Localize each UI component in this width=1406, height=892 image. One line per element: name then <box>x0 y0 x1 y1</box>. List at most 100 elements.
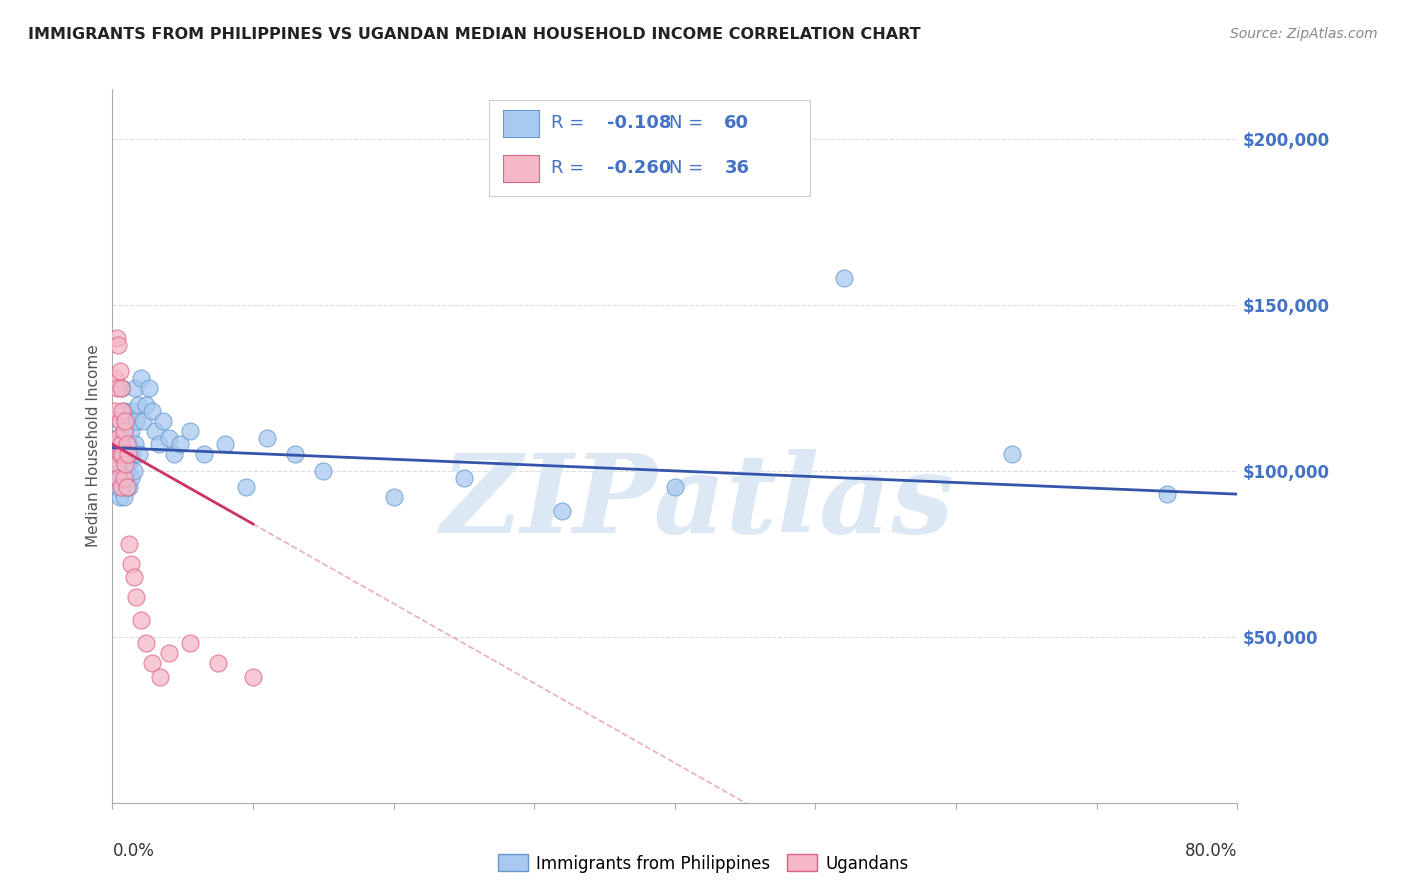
Point <box>103 437 125 451</box>
Point <box>163 447 186 461</box>
Point <box>135 636 157 650</box>
Text: -0.260: -0.260 <box>607 160 672 178</box>
Point <box>112 491 135 505</box>
Point <box>112 470 135 484</box>
Point <box>235 481 257 495</box>
Point <box>111 431 134 445</box>
Point <box>111 404 134 418</box>
Point <box>125 590 148 604</box>
FancyBboxPatch shape <box>489 100 810 196</box>
Point <box>114 470 136 484</box>
Point <box>108 464 131 478</box>
Point <box>242 670 264 684</box>
Point <box>112 447 135 461</box>
Point <box>104 447 127 461</box>
Point <box>110 437 132 451</box>
Point <box>284 447 307 461</box>
Point <box>157 647 180 661</box>
Point <box>141 657 163 671</box>
Text: N =: N = <box>669 160 709 178</box>
Point <box>115 437 138 451</box>
Point <box>118 437 141 451</box>
Point <box>107 481 129 495</box>
Point <box>112 424 135 438</box>
Point <box>1001 447 1024 461</box>
Point <box>107 437 129 451</box>
Point <box>105 331 128 345</box>
Point <box>117 457 139 471</box>
Point <box>108 364 131 378</box>
Text: R =: R = <box>551 160 591 178</box>
Point <box>551 504 574 518</box>
Text: 60: 60 <box>724 114 749 132</box>
Point <box>122 570 145 584</box>
Point <box>832 271 855 285</box>
FancyBboxPatch shape <box>503 110 538 137</box>
Point <box>135 397 157 411</box>
Point <box>115 437 138 451</box>
Point <box>129 613 152 627</box>
Point <box>108 414 131 428</box>
Point <box>121 447 143 461</box>
Point <box>124 437 146 451</box>
Point <box>124 381 146 395</box>
Text: ZIPatlas: ZIPatlas <box>440 450 955 557</box>
Point <box>111 447 134 461</box>
Text: -0.108: -0.108 <box>607 114 672 132</box>
Point <box>110 447 132 461</box>
Point <box>453 470 475 484</box>
Y-axis label: Median Household Income: Median Household Income <box>86 344 101 548</box>
Point <box>105 470 128 484</box>
Point <box>110 381 132 395</box>
Point <box>105 381 128 395</box>
Point <box>115 481 138 495</box>
Point <box>117 414 139 428</box>
Text: R =: R = <box>551 114 591 132</box>
Point <box>110 470 132 484</box>
Point <box>179 636 201 650</box>
Point <box>118 481 141 495</box>
Text: 0.0%: 0.0% <box>112 842 155 860</box>
Point <box>382 491 405 505</box>
Point <box>110 481 132 495</box>
Point <box>118 537 141 551</box>
Point <box>107 470 129 484</box>
Point <box>114 414 136 428</box>
Point <box>169 437 191 451</box>
Text: N =: N = <box>669 114 709 132</box>
Point <box>115 464 138 478</box>
Text: IMMIGRANTS FROM PHILIPPINES VS UGANDAN MEDIAN HOUSEHOLD INCOME CORRELATION CHART: IMMIGRANTS FROM PHILIPPINES VS UGANDAN M… <box>28 27 921 42</box>
FancyBboxPatch shape <box>503 155 538 182</box>
Point <box>1156 487 1178 501</box>
Text: 80.0%: 80.0% <box>1185 842 1237 860</box>
Point <box>105 431 128 445</box>
Point <box>157 431 180 445</box>
Point <box>129 371 152 385</box>
Point <box>127 397 149 411</box>
Point <box>120 470 142 484</box>
Legend: Immigrants from Philippines, Ugandans: Immigrants from Philippines, Ugandans <box>491 847 915 880</box>
Point <box>108 414 131 428</box>
Point <box>214 437 236 451</box>
Point <box>143 424 166 438</box>
Point <box>120 557 142 571</box>
Point <box>207 657 229 671</box>
Point <box>148 437 170 451</box>
Point <box>664 481 686 495</box>
Point <box>138 381 160 395</box>
Point <box>105 457 128 471</box>
Point <box>120 424 142 438</box>
Text: Source: ZipAtlas.com: Source: ZipAtlas.com <box>1230 27 1378 41</box>
Point <box>112 404 135 418</box>
Point <box>152 414 174 428</box>
Point <box>141 404 163 418</box>
Point <box>117 447 139 461</box>
Point <box>122 464 145 478</box>
Point <box>121 404 143 418</box>
Point <box>108 447 131 461</box>
Text: 36: 36 <box>724 160 749 178</box>
Point <box>115 481 138 495</box>
Point <box>111 381 134 395</box>
Point <box>108 491 131 505</box>
Point <box>107 431 129 445</box>
